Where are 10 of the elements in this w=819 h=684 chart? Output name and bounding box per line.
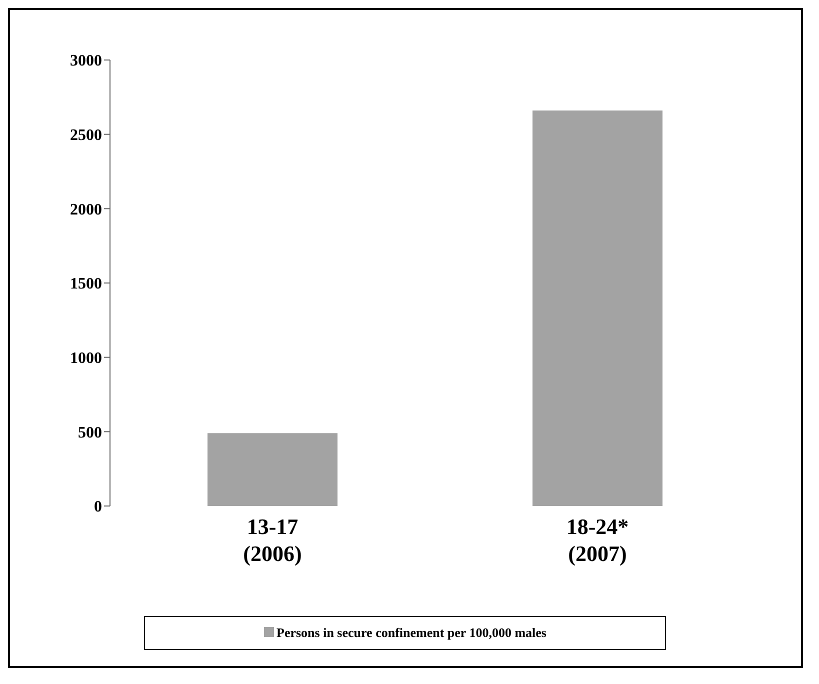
y-tick-label: 2500 <box>70 127 102 144</box>
y-tick-label: 2000 <box>70 201 102 218</box>
x-tick-label: 18-24* (2007) <box>566 514 629 566</box>
y-tick-label: 1500 <box>70 276 102 293</box>
y-tick-label: 500 <box>78 424 102 442</box>
y-tick-label: 1000 <box>70 350 102 368</box>
y-tick-label: 3000 <box>70 52 102 70</box>
legend-label: Persons in secure confinement per 100,000 males <box>276 625 546 640</box>
y-tick-label: 0 <box>94 498 102 516</box>
x-tick-label: 13-17 (2006) <box>243 514 302 566</box>
